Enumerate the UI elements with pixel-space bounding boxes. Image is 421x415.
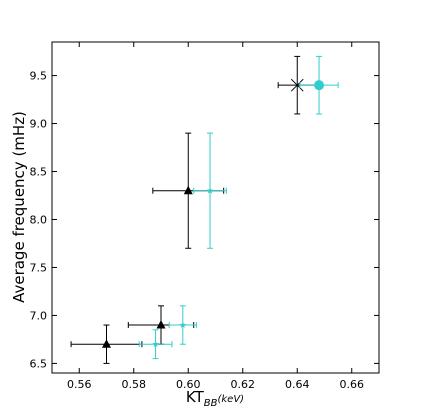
data-point	[70, 324, 143, 364]
triangle-marker	[102, 339, 111, 348]
x-tick-label: 0.58	[122, 378, 147, 391]
y-tick-label: 9.5	[30, 70, 48, 83]
y-tick-label: 7.0	[30, 309, 48, 322]
y-tick-label: 8.0	[30, 213, 48, 226]
plot-frame	[51, 41, 380, 374]
x-axis-title-suffix: (keV)	[217, 394, 244, 405]
x-axis-title: KTBB(keV)	[186, 388, 244, 409]
data-point	[193, 132, 227, 249]
y-tick-label: 9.0	[30, 118, 48, 131]
star-marker	[152, 340, 159, 348]
y-tick-label: 8.5	[30, 166, 48, 179]
data-point	[152, 132, 225, 249]
data-point	[168, 305, 197, 345]
y-tick-label: 6.5	[30, 357, 48, 370]
star-marker	[179, 321, 187, 328]
x-tick-label: 0.64	[285, 378, 310, 391]
y-tick-label: 7.5	[30, 261, 48, 274]
x-marker	[290, 78, 304, 92]
x-tick-label: 0.66	[340, 378, 365, 391]
x-tick-label: 0.56	[67, 378, 92, 391]
data-point	[138, 329, 173, 360]
x-axis-title-main: KT	[186, 388, 205, 406]
x-tick-label: 0.60	[176, 378, 201, 391]
data-point	[299, 55, 339, 115]
axis-ticks: 0.56 0.58 0.60 0.62 0.64 0.66 6.5 7.0 7.5 8.0 8.5 9…	[30, 42, 379, 391]
x-tick-label: 0.62	[231, 378, 256, 391]
y-axis-title: Average frequency (mHz)	[10, 111, 28, 303]
star-marker	[206, 187, 214, 194]
circle-marker	[314, 80, 325, 91]
triangle-marker	[156, 320, 166, 329]
x-axis-title-subscript: BB	[204, 398, 218, 409]
triangle-marker	[183, 185, 193, 195]
data-marks	[70, 55, 339, 364]
